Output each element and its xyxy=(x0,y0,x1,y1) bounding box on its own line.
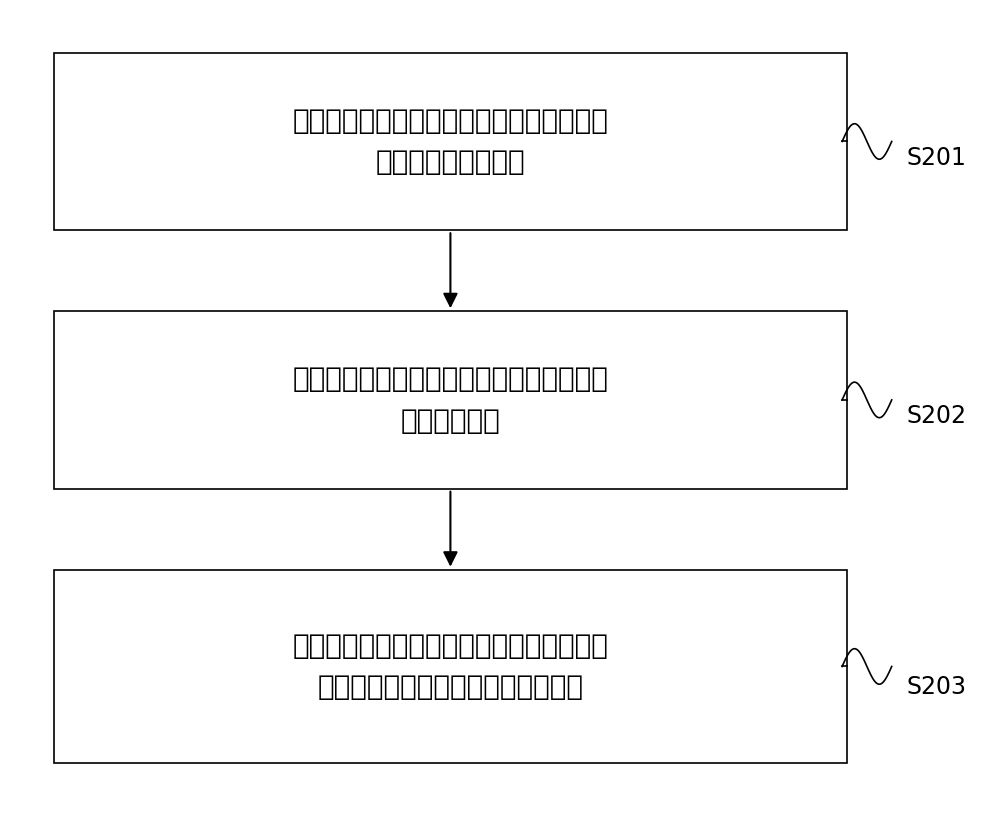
Bar xyxy=(54,52,847,230)
Text: 在检测到由多功能按键触发的按键信号时，
进入组呼模式: 在检测到由多功能按键触发的按键信号时， 进入组呼模式 xyxy=(292,366,608,435)
Text: 在进入组呼模式之后，若检测到由多功能按
键触发的按键信号，则进入单呼模式: 在进入组呼模式之后，若检测到由多功能按 键触发的按键信号，则进入单呼模式 xyxy=(292,632,608,701)
Text: S202: S202 xyxy=(906,404,966,428)
Bar xyxy=(54,570,847,764)
Bar xyxy=(54,311,847,489)
Text: S201: S201 xyxy=(906,145,966,170)
Text: 持续检测由多个按键触发的按键信号，多个
按键包括多功能按键: 持续检测由多个按键触发的按键信号，多个 按键包括多功能按键 xyxy=(292,107,608,176)
Text: S203: S203 xyxy=(906,675,966,698)
